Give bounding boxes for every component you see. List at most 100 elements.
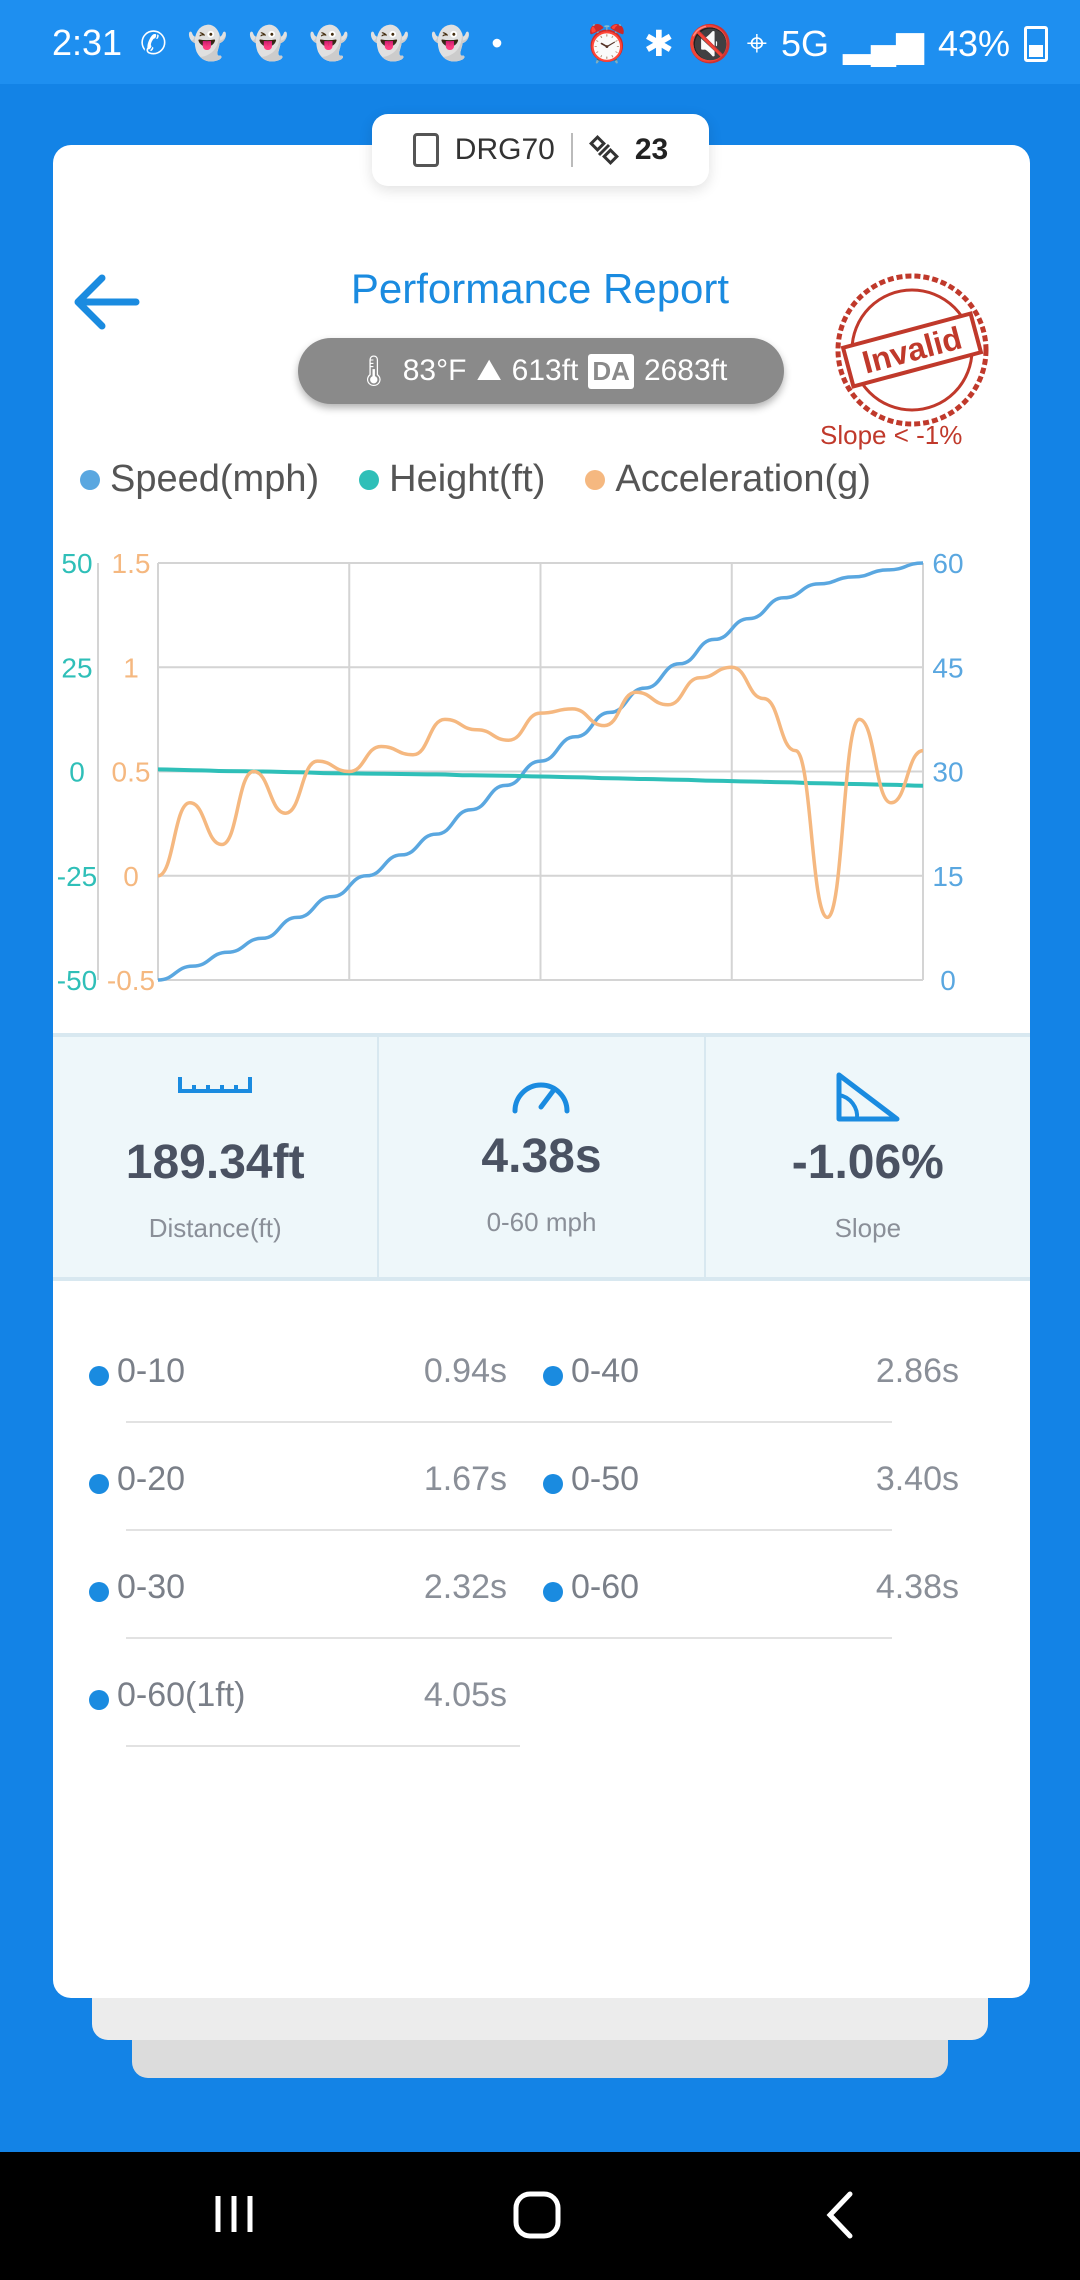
density-altitude: 2683ft: [643, 354, 728, 387]
legend-speed[interactable]: Speed(mph): [80, 458, 319, 501]
split-name: 0-50: [571, 1460, 640, 1498]
recent-apps-icon[interactable]: [210, 2190, 258, 2238]
row-divider: [126, 1529, 892, 1531]
device-icon: [412, 133, 439, 167]
legend-height[interactable]: Height(ft): [359, 458, 545, 501]
signal-icon: ▂▄▆: [843, 22, 924, 64]
height-line: [157, 767, 924, 788]
status-time: 2:31: [52, 22, 123, 63]
height-tick-label: 25: [61, 652, 92, 683]
split-time: 2.86s: [875, 1352, 959, 1390]
speed-tick-label: 45: [932, 652, 963, 683]
status-bar: 2:31 ✆ 👻 👻 👻 👻 👻 • ⏰ ✱ 🔇 ⌖ 5G ▂▄▆ 43%: [0, 0, 1080, 84]
legend-label: Height(ft): [389, 458, 546, 500]
split-name: 0-60: [571, 1568, 640, 1606]
device-pill[interactable]: DRG70 23: [372, 114, 709, 186]
split-name: 0-20: [117, 1460, 186, 1498]
row-divider: [126, 1637, 892, 1639]
stamp-note: Slope < -1%: [820, 420, 963, 450]
chart-legend: Speed(mph) Height(ft) Acceleration(g): [80, 458, 1010, 501]
row-divider: [126, 1745, 520, 1747]
accel-tick-label: 1: [123, 652, 139, 683]
home-icon[interactable]: [512, 2190, 562, 2240]
mountain-icon: ⛰: [476, 354, 502, 387]
split-time: 0.94s: [423, 1352, 507, 1390]
stat-slope: -1.06% Slope: [703, 1037, 1030, 1277]
accel-tick-label: -0.5: [107, 965, 155, 996]
slope-icon: [836, 1072, 900, 1122]
conditions-pill: 🌡 83°F ⛰ 613ft DA 2683ft: [298, 338, 784, 404]
battery-icon: [1024, 25, 1048, 62]
stat-value: 189.34ft: [125, 1136, 305, 1189]
speed-tick-label: 15: [932, 861, 963, 892]
bullet-dot: [543, 1366, 563, 1386]
split-time: 1.67s: [423, 1460, 507, 1498]
legend-label: Speed(mph): [110, 458, 320, 500]
da-badge: DA: [588, 353, 634, 389]
summary-stats: 189.34ft Distance(ft) 4.38s 0-60 mph -1.…: [53, 1033, 1030, 1281]
speed-tick-label: 30: [932, 757, 963, 788]
split-time: 4.38s: [875, 1568, 959, 1606]
split-name: 0-40: [571, 1352, 640, 1390]
speedometer-icon: [512, 1082, 570, 1114]
height-tick-label: -50: [57, 965, 97, 996]
bullet-dot: [89, 1582, 109, 1602]
stat-0-60: 4.38s 0-60 mph: [377, 1037, 703, 1277]
accel-tick-label: 1.5: [112, 548, 151, 579]
divider: [570, 133, 573, 167]
device-name: DRG70: [454, 133, 555, 166]
notification-icons: ✆ 👻 👻 👻 👻 👻 •: [140, 25, 509, 61]
network-label: 5G: [781, 22, 830, 64]
bullet-dot: [543, 1474, 563, 1494]
temperature: 83°F: [402, 354, 467, 387]
back-nav-icon[interactable]: [820, 2190, 860, 2240]
legend-dot: [80, 469, 100, 490]
legend-label: Acceleration(g): [615, 458, 871, 500]
height-tick-label: -25: [57, 861, 97, 892]
alarm-icon: ⏰: [584, 22, 630, 64]
performance-chart: 50 25 0 -25 -50 1.5 1 0.5 0 -0.5 60 45 30 15 0: [57, 548, 964, 996]
bluetooth-icon: ✱: [643, 22, 674, 64]
split-name: 0-60(1ft): [117, 1676, 246, 1714]
split-name: 0-10: [117, 1352, 186, 1390]
speed-tick-label: 0: [940, 965, 956, 996]
location-icon: ⌖: [746, 22, 768, 63]
height-tick-label: 50: [61, 548, 92, 579]
stat-label: Distance(ft): [148, 1213, 282, 1243]
speed-tick-label: 60: [932, 548, 963, 579]
row-divider: [126, 1421, 892, 1423]
page-title: Performance Report: [350, 265, 730, 312]
bullet-dot: [89, 1474, 109, 1494]
accel-tick-label: 0: [123, 861, 139, 892]
mute-icon: 🔇: [687, 22, 733, 64]
legend-dot: [585, 469, 606, 490]
bullet-dot: [89, 1366, 109, 1386]
satellite-count: 23: [634, 133, 669, 166]
card-stack-middle: [92, 1990, 988, 2040]
invalid-stamp: Invalid: [835, 273, 989, 427]
split-time: 3.40s: [875, 1460, 959, 1498]
speed-line: [157, 561, 924, 982]
accel-tick-label: 0.5: [112, 757, 151, 788]
legend-dot: [359, 469, 380, 490]
ruler-icon: [178, 1077, 253, 1093]
split-name: 0-30: [117, 1568, 186, 1606]
stat-value: 4.38s: [481, 1130, 602, 1183]
split-time: 2.32s: [423, 1568, 507, 1606]
legend-acceleration[interactable]: Acceleration(g): [585, 458, 871, 501]
height-tick-label: 0: [69, 757, 85, 788]
stat-value: -1.06%: [791, 1136, 944, 1189]
acceleration-line: [157, 665, 924, 920]
thermometer-icon: 🌡: [354, 354, 393, 388]
status-right: ⏰ ✱ 🔇 ⌖ 5G ▂▄▆ 43%: [585, 22, 1048, 65]
stat-distance: 189.34ft Distance(ft): [53, 1037, 377, 1277]
system-nav-bar: [0, 2152, 1080, 2280]
satellite-icon: [588, 135, 619, 165]
bullet-dot: [543, 1582, 563, 1602]
back-arrow-icon[interactable]: [70, 270, 142, 334]
stat-label: 0-60 mph: [486, 1207, 597, 1237]
split-time: 4.05s: [423, 1676, 507, 1714]
stat-label: Slope: [834, 1213, 902, 1243]
battery-percent: 43%: [937, 22, 1010, 64]
bullet-dot: [89, 1690, 109, 1710]
